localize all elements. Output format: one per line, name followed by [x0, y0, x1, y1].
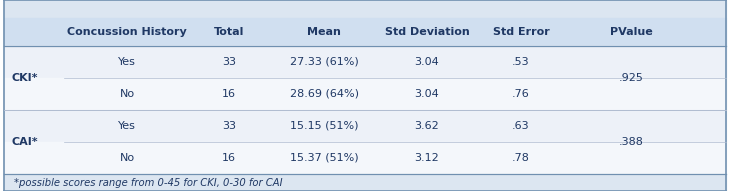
- Text: .76: .76: [512, 89, 530, 99]
- Text: PValue: PValue: [610, 27, 653, 37]
- Text: .925: .925: [618, 73, 643, 83]
- Text: 3.12: 3.12: [415, 153, 439, 163]
- Bar: [4, 46, 726, 110]
- Text: Total: Total: [214, 27, 245, 37]
- Text: No: No: [120, 89, 134, 99]
- Text: .63: .63: [512, 121, 530, 131]
- Text: Concussion History: Concussion History: [67, 27, 187, 37]
- Text: Std Deviation: Std Deviation: [385, 27, 469, 37]
- Text: 16: 16: [222, 153, 236, 163]
- Text: 33: 33: [222, 57, 236, 67]
- Text: *possible scores range from 0-45 for CKI, 0-30 for CAI: *possible scores range from 0-45 for CKI…: [14, 177, 283, 188]
- Bar: [4, 78, 726, 110]
- Bar: [4, 110, 726, 142]
- Text: 15.37 (51%): 15.37 (51%): [290, 153, 358, 163]
- Text: 27.33 (61%): 27.33 (61%): [290, 57, 358, 67]
- Text: No: No: [120, 153, 134, 163]
- Bar: [4, 18, 726, 46]
- Text: 15.15 (51%): 15.15 (51%): [290, 121, 358, 131]
- Text: Mean: Mean: [307, 27, 341, 37]
- Text: Std Error: Std Error: [493, 27, 550, 37]
- Text: 3.04: 3.04: [415, 57, 439, 67]
- Text: CAI*: CAI*: [12, 137, 39, 147]
- Bar: [4, 0, 726, 18]
- Text: Yes: Yes: [118, 121, 136, 131]
- Bar: [4, 174, 726, 191]
- Text: .388: .388: [618, 137, 643, 147]
- Text: .78: .78: [512, 153, 530, 163]
- Text: Yes: Yes: [118, 57, 136, 67]
- Text: 3.62: 3.62: [415, 121, 439, 131]
- Text: .53: .53: [512, 57, 530, 67]
- Bar: [4, 46, 726, 78]
- Text: 28.69 (64%): 28.69 (64%): [290, 89, 358, 99]
- Text: 33: 33: [222, 121, 236, 131]
- Text: 3.04: 3.04: [415, 89, 439, 99]
- Bar: [4, 142, 726, 174]
- Text: CKI*: CKI*: [12, 73, 39, 83]
- Bar: [4, 110, 726, 174]
- Text: 16: 16: [222, 89, 236, 99]
